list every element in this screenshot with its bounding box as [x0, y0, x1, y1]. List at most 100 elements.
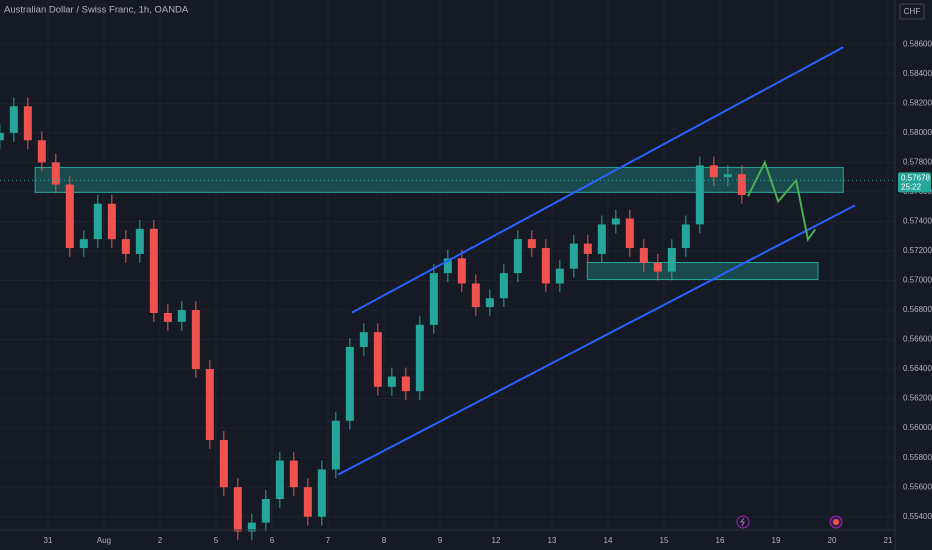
event-icon[interactable] — [736, 515, 750, 529]
candle-body — [653, 262, 662, 272]
x-tick-label: 13 — [548, 536, 557, 545]
candle-body — [303, 487, 312, 517]
candle-body — [415, 324, 424, 392]
candle-body — [219, 439, 228, 488]
y-tick-label: 0.56600 — [903, 335, 932, 344]
candle-body — [317, 469, 326, 517]
event-flag-dot — [833, 519, 839, 525]
candle-body — [9, 106, 18, 133]
y-tick-label: 0.58000 — [903, 128, 932, 137]
candle-body — [233, 487, 242, 532]
candle-body — [275, 460, 284, 499]
candle-body — [457, 258, 466, 284]
x-tick-label: 5 — [214, 536, 219, 545]
candle-body — [331, 420, 340, 470]
y-tick-label: 0.56000 — [903, 423, 932, 432]
last-price-label: 0.57678 — [901, 174, 930, 183]
candle-body — [639, 248, 648, 263]
candle-body — [177, 310, 186, 322]
candle-body — [373, 332, 382, 387]
countdown: 25:22 — [901, 183, 922, 192]
event-icon-bolt — [740, 517, 745, 527]
trend-line — [337, 204, 856, 476]
y-tick-label: 0.56800 — [903, 305, 932, 314]
candle-body — [499, 273, 508, 299]
x-tick-label: 12 — [492, 536, 501, 545]
candle-body — [625, 218, 634, 249]
drawings — [0, 46, 895, 476]
y-tick-label: 0.57200 — [903, 246, 932, 255]
x-tick-label: 2 — [158, 536, 163, 545]
candle-body — [429, 273, 438, 325]
candle-body — [737, 174, 746, 195]
zone — [34, 166, 844, 193]
x-tick-label: 20 — [828, 536, 837, 545]
candle-body — [387, 376, 396, 387]
candle-body — [569, 243, 578, 269]
candle-body — [359, 332, 368, 347]
y-tick-label: 0.55400 — [903, 512, 932, 521]
y-tick-label: 0.56400 — [903, 364, 932, 373]
projection-path — [747, 159, 817, 242]
candle-body — [583, 243, 592, 254]
trend-line — [351, 46, 844, 314]
candle-body — [289, 460, 298, 488]
zones — [34, 166, 844, 280]
x-tick-label: 15 — [660, 536, 669, 545]
candle-body — [345, 346, 354, 421]
x-tick-label: 14 — [604, 536, 613, 545]
candle-body — [205, 369, 214, 440]
candle-body — [513, 239, 522, 274]
x-tick-label: 9 — [438, 536, 443, 545]
candle-body — [667, 248, 676, 272]
x-tick-label: 19 — [772, 536, 781, 545]
y-tick-label: 0.57400 — [903, 217, 932, 226]
x-tick-label: 6 — [270, 536, 275, 545]
currency-box[interactable] — [899, 3, 925, 20]
candle-body — [681, 224, 690, 249]
last-price-tag — [898, 172, 931, 193]
candle-body — [65, 184, 74, 249]
x-tick-label: 8 — [382, 536, 387, 545]
candle-body — [723, 174, 732, 178]
candle-body — [443, 258, 452, 274]
y-tick-label: 0.56200 — [903, 394, 932, 403]
candle-body — [709, 165, 718, 178]
candles — [0, 97, 746, 541]
y-tick-label: 0.57800 — [903, 158, 932, 167]
candle-body — [149, 228, 158, 313]
y-tick-label: 0.55800 — [903, 453, 932, 462]
candle-body — [485, 298, 494, 308]
candle-body — [93, 203, 102, 240]
candle-body — [611, 218, 620, 225]
candle-body — [121, 239, 130, 254]
candle-body — [695, 165, 704, 225]
y-tick-label: 0.58200 — [903, 98, 932, 107]
candle-body — [247, 522, 256, 532]
candle-body — [555, 268, 564, 284]
axes: 0.55400 0.55600 0.55800 0.56000 0.56200 0.564… — [44, 39, 932, 545]
y-tick-label: 0.58600 — [903, 39, 932, 48]
zone — [586, 261, 819, 280]
candle-body — [23, 106, 32, 141]
candle-body — [471, 283, 480, 308]
candle-body — [401, 376, 410, 392]
x-tick-label: 16 — [716, 536, 725, 545]
candle-body — [541, 248, 550, 284]
y-tick-label: 0.58400 — [903, 69, 932, 78]
candle-body — [79, 239, 88, 249]
candle-body — [135, 228, 144, 254]
candle-body — [51, 162, 60, 185]
currency[interactable]: CHF — [904, 7, 921, 16]
x-tick-label: Aug — [97, 536, 111, 545]
chart-title: Australian Dollar / Swiss Franc, 1h, OAN… — [4, 5, 189, 16]
x-tick-label: 7 — [326, 536, 331, 545]
candle-body — [191, 310, 200, 370]
candle-body — [527, 239, 536, 249]
candle-body — [597, 224, 606, 254]
y-tick-label: 0.55600 — [903, 482, 932, 491]
candle-body — [37, 140, 46, 163]
candle-body — [107, 203, 116, 240]
